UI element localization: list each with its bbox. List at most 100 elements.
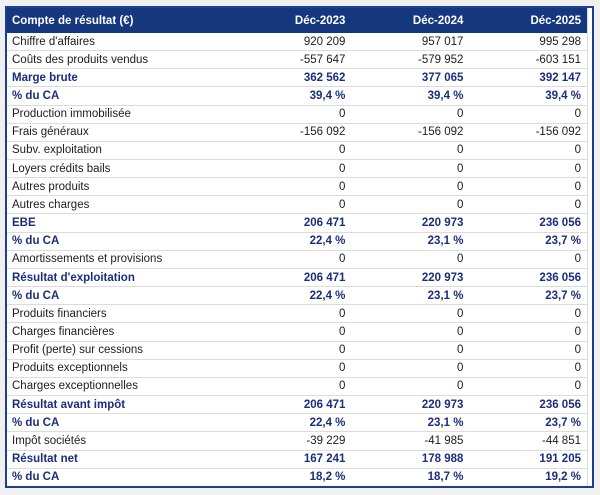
row-value-dec-2025: 0 [469,141,589,161]
row-value-dec-2025: 236 056 [469,213,589,233]
row-value-dec-2025: 23,7 % [469,232,589,251]
row-label: Amortissements et provisions [7,250,234,269]
row-value-dec-2024: 39,4 % [351,86,470,106]
table-row: Résultat net 167 241 178 988 191 205 [7,450,589,469]
table-row: EBE 206 471 220 973 236 056 [7,213,589,233]
row-value-dec-2025: 39,4 % [469,86,589,106]
row-label: EBE [7,213,234,233]
row-value-dec-2023: 0 [233,377,352,397]
row-label: Résultat net [7,450,234,469]
table-row: Subv. exploitation 0 0 0 [7,141,589,161]
row-value-dec-2024: 0 [351,322,470,342]
table-row: Produits exceptionnels 0 0 0 [7,359,589,378]
row-value-dec-2023: -39 229 [233,431,352,451]
row-value-dec-2025: 0 [469,250,589,269]
row-label: Autres charges [7,195,234,215]
row-value-dec-2024: 0 [351,177,470,197]
row-value-dec-2024: 23,1 % [351,413,470,433]
row-value-dec-2025: 392 147 [469,68,589,88]
row-value-dec-2024: 23,1 % [351,232,470,251]
row-label: Charges exceptionnelles [7,377,234,397]
row-value-dec-2025: 23,7 % [469,286,589,306]
header-title: Compte de résultat (€) [7,8,234,33]
row-value-dec-2024: 0 [351,105,470,124]
row-label: Coûts des produits vendus [7,50,234,70]
table-row: Amortissements et provisions 0 0 0 [7,250,589,269]
row-label: Autres produits [7,177,234,197]
row-value-dec-2025: 236 056 [469,395,589,415]
row-value-dec-2023: 0 [233,105,352,124]
income-statement-grid: Compte de résultat (€) Déc-2023 Déc-2024… [7,8,589,486]
row-label: Frais généraux [7,123,234,142]
row-value-dec-2025: 191 205 [469,450,589,469]
table-row: Résultat avant impôt 206 471 220 973 236… [7,395,589,415]
row-label: % du CA [7,232,234,251]
row-value-dec-2024: 0 [351,250,470,269]
row-label: Impôt sociétés [7,431,234,451]
header-col-dec-2025: Déc-2025 [469,8,589,33]
table-row: % du CA 22,4 % 23,1 % 23,7 % [7,413,589,433]
table-row: Loyers crédits bails 0 0 0 [7,159,589,179]
table-row: % du CA 18,2 % 18,7 % 19,2 % [7,468,589,486]
row-label: Résultat avant impôt [7,395,234,415]
row-value-dec-2025: 0 [469,105,589,124]
row-value-dec-2025: 0 [469,341,589,360]
row-value-dec-2023: 0 [233,322,352,342]
row-label: Loyers crédits bails [7,159,234,179]
row-value-dec-2025: -44 851 [469,431,589,451]
row-value-dec-2024: -41 985 [351,431,470,451]
row-value-dec-2024: 957 017 [351,33,470,52]
row-value-dec-2023: 0 [233,250,352,269]
row-value-dec-2025: 19,2 % [469,468,589,486]
row-value-dec-2023: 206 471 [233,395,352,415]
table-row: Autres produits 0 0 0 [7,177,589,197]
row-label: Profit (perte) sur cessions [7,341,234,360]
row-label: % du CA [7,413,234,433]
table-row: Produits financiers 0 0 0 [7,304,589,324]
row-label: % du CA [12,471,60,484]
row-value-dec-2025: 0 [469,304,589,324]
row-label: Charges financières [7,322,234,342]
table-row: Résultat d'exploitation 206 471 220 973 … [7,268,589,288]
row-value-dec-2023: 0 [233,341,352,360]
row-value-dec-2024: 0 [351,141,470,161]
row-label: Chiffre d'affaires [7,33,234,52]
row-value-dec-2023: 0 [233,141,352,161]
row-value-dec-2025: 236 056 [469,268,589,288]
row-value-dec-2025: 0 [469,159,589,179]
row-value-dec-2024: 220 973 [351,395,470,415]
row-value-dec-2023: 18,2 % [309,471,346,484]
table-header: Compte de résultat (€) Déc-2023 Déc-2024… [7,8,589,33]
row-value-dec-2023: 0 [233,177,352,197]
row-value-dec-2023: 22,4 % [233,232,352,251]
row-value-dec-2024: 0 [351,359,470,378]
row-value-dec-2023: 0 [233,195,352,215]
table-row: Impôt sociétés -39 229 -41 985 -44 851 [7,431,589,451]
row-value-dec-2024: 0 [351,159,470,179]
row-value-dec-2025: 995 298 [469,33,589,52]
header-col-dec-2024: Déc-2024 [351,8,470,33]
row-value-dec-2024: 220 973 [351,213,470,233]
table-row: Charges financières 0 0 0 [7,322,589,342]
row-value-dec-2024: 178 988 [351,450,470,469]
row-value-dec-2024: 0 [351,195,470,215]
row-value-dec-2024: 377 065 [351,68,470,88]
row-value-dec-2023: 0 [233,159,352,179]
row-value-dec-2023: 22,4 % [233,286,352,306]
row-value-dec-2023: 0 [233,359,352,378]
header-col-dec-2023: Déc-2023 [233,8,352,33]
table-row: % du CA 39,4 % 39,4 % 39,4 % [7,86,589,106]
row-label: % du CA [7,86,234,106]
header-row: Compte de résultat (€) Déc-2023 Déc-2024… [7,8,589,33]
table-row: Marge brute 362 562 377 065 392 147 [7,68,589,88]
row-value-dec-2023: -156 092 [233,123,352,142]
row-value-dec-2025: 0 [469,377,589,397]
income-statement-table: Compte de résultat (€) Déc-2023 Déc-2024… [5,6,594,488]
row-value-dec-2024: 18,7 % [427,471,464,484]
row-value-dec-2023: 39,4 % [233,86,352,106]
row-value-dec-2025: 0 [469,177,589,197]
table-row: Charges exceptionnelles 0 0 0 [7,377,589,397]
row-value-dec-2024: 0 [351,377,470,397]
row-value-dec-2023: 167 241 [233,450,352,469]
row-value-dec-2024: 23,1 % [351,286,470,306]
